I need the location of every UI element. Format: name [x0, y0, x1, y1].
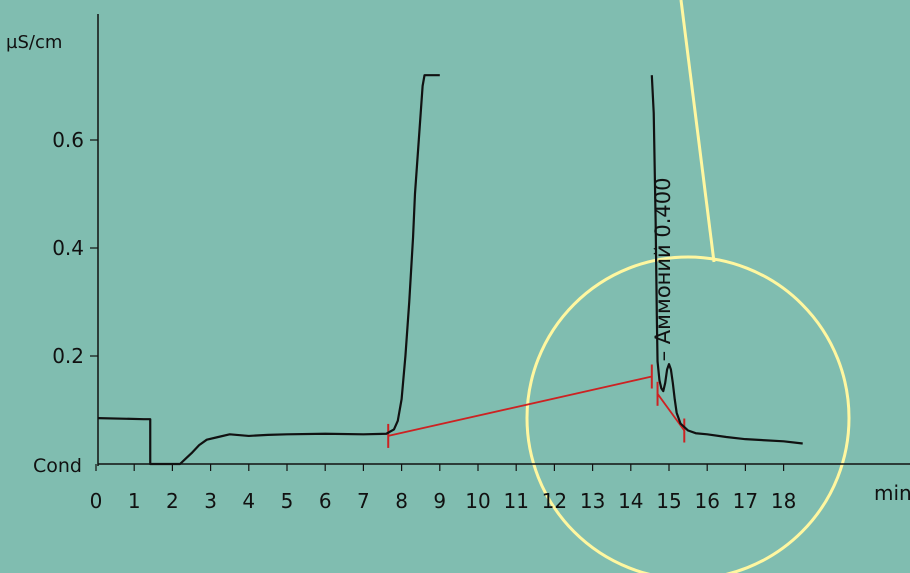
x-tick-label: 18: [771, 489, 796, 513]
x-tick-labels: 0 1 2 3 4 5 6 7 8 9 10 11 12 13 14 15 16 17 18: [90, 464, 796, 513]
peak-baseline: [656, 393, 686, 432]
x-tick-label: 9: [433, 489, 446, 513]
x-axis-unit-label: min: [874, 481, 910, 505]
signal-trace-1: [97, 74, 441, 466]
x-tick-label: 8: [395, 489, 408, 513]
y-tick-label: 0.4: [52, 236, 84, 260]
x-tick-label: 1: [128, 489, 141, 513]
x-tick-label: 4: [242, 489, 255, 513]
x-tick-label: 10: [465, 489, 490, 513]
x-tick-label: 16: [694, 489, 719, 513]
x-tick-label: 3: [204, 489, 217, 513]
highlight-pointer-line: [679, 0, 716, 263]
y-tick-label: 0.2: [52, 344, 84, 368]
plot-area: [97, 74, 803, 466]
y-axis-unit-label: µS/cm: [6, 32, 62, 53]
x-tick-label: 12: [542, 489, 567, 513]
integration-baseline: [388, 375, 653, 437]
x-tick-label: 17: [733, 489, 758, 513]
y-axis-name-label: Cond: [33, 455, 82, 477]
signal-trace-2: [650, 75, 803, 445]
highlight-circle: [525, 255, 851, 573]
x-tick-label: 11: [503, 489, 528, 513]
x-tick-label: 14: [618, 489, 643, 513]
x-tick-label: 2: [166, 489, 179, 513]
peak-annotation-label: – Аммоний 0.400: [651, 177, 675, 361]
x-tick-label: 0: [90, 489, 103, 513]
x-tick-label: 7: [357, 489, 370, 513]
y-tick-labels: 0.2 0.4 0.6: [52, 128, 98, 368]
x-tick-label: 15: [656, 489, 681, 513]
x-tick-label: 6: [319, 489, 332, 513]
x-tick-label: 5: [281, 489, 294, 513]
y-tick-label: 0.6: [52, 128, 84, 152]
x-tick-label: 13: [580, 489, 605, 513]
